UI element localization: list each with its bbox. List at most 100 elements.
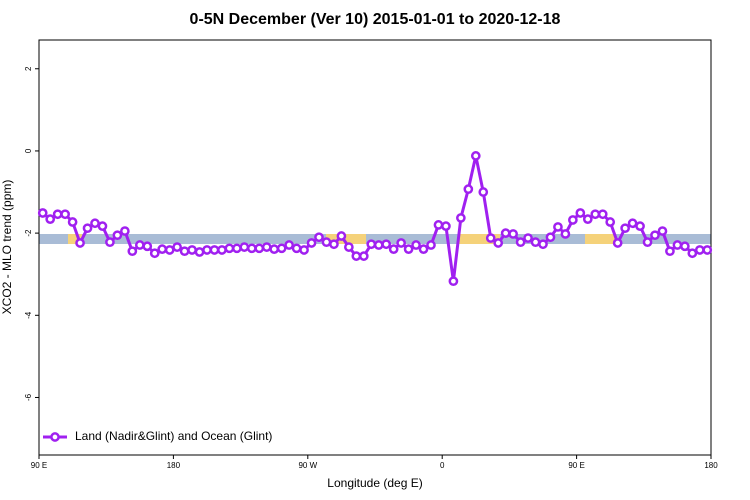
point — [568, 215, 578, 225]
land-band — [585, 234, 615, 244]
point — [157, 244, 168, 254]
point — [627, 218, 638, 229]
ocean-band — [39, 234, 711, 244]
point — [456, 213, 466, 223]
point — [426, 240, 436, 250]
point — [605, 217, 616, 227]
point — [254, 243, 265, 254]
point — [523, 233, 533, 243]
point — [597, 209, 608, 220]
point — [336, 231, 347, 241]
point — [582, 214, 593, 224]
point — [164, 245, 175, 255]
point — [612, 238, 623, 248]
point — [702, 245, 713, 255]
x-tick-label: 180 — [167, 461, 181, 470]
x-tick-label: 90 E — [31, 461, 47, 470]
point — [329, 239, 339, 250]
surface-band — [39, 234, 711, 244]
point — [202, 245, 212, 255]
y-tick-label: -2 — [24, 229, 33, 237]
point — [112, 230, 123, 241]
point — [239, 242, 250, 252]
point — [635, 221, 645, 231]
point — [463, 184, 474, 195]
point — [179, 246, 190, 257]
point — [314, 232, 324, 243]
point — [366, 239, 377, 250]
x-tick-label: 180 — [704, 461, 718, 470]
point — [269, 244, 280, 254]
point — [448, 276, 459, 287]
point — [67, 217, 78, 227]
point — [500, 228, 511, 238]
point — [388, 244, 399, 254]
point — [687, 248, 698, 259]
point — [120, 226, 130, 236]
point — [680, 241, 690, 252]
chart-title: 0-5N December (Ver 10) 2015-01-01 to 202… — [190, 11, 561, 28]
point — [344, 242, 354, 252]
x-tick-label: 90 W — [298, 461, 317, 470]
land-band — [68, 234, 82, 244]
point — [306, 238, 317, 248]
point — [575, 208, 586, 218]
point — [650, 230, 660, 241]
legend-label: Land (Nadir&Glint) and Ocean (Glint) — [75, 429, 272, 443]
point — [418, 244, 429, 254]
point — [90, 218, 100, 229]
point — [82, 223, 93, 234]
point — [553, 222, 563, 232]
point — [590, 209, 601, 220]
point — [642, 237, 653, 248]
point — [224, 243, 235, 254]
land-band — [458, 234, 500, 244]
x-tick-label: 0 — [440, 461, 445, 470]
point — [97, 221, 108, 231]
point — [172, 242, 182, 252]
x-axis-label: Longitude (deg E) — [327, 476, 422, 490]
point — [52, 209, 63, 220]
y-axis-label: XCO2 - MLO trend (ppm) — [0, 180, 14, 315]
point — [515, 237, 526, 248]
point — [545, 232, 556, 243]
point — [665, 246, 675, 257]
point — [149, 248, 160, 259]
point — [75, 238, 85, 248]
point — [105, 237, 115, 248]
point — [60, 209, 70, 220]
legend-marker — [50, 432, 60, 442]
point — [127, 246, 138, 257]
point — [493, 238, 504, 248]
y-tick-label: -4 — [24, 311, 33, 319]
point — [381, 239, 392, 250]
point — [470, 151, 481, 161]
point — [187, 245, 197, 255]
point — [508, 229, 518, 239]
point — [142, 241, 153, 252]
y-tick-label: 0 — [24, 148, 33, 153]
point — [530, 237, 541, 248]
point — [403, 244, 414, 254]
point — [284, 240, 294, 250]
y-tick-label: 2 — [24, 66, 33, 71]
point — [358, 251, 369, 261]
point — [232, 243, 242, 254]
point — [373, 240, 384, 250]
point — [246, 243, 257, 254]
point — [694, 245, 705, 255]
point — [620, 223, 630, 234]
point — [538, 239, 548, 250]
point — [299, 245, 309, 255]
x-tick-label: 90 E — [568, 461, 584, 470]
point — [45, 214, 56, 224]
land-band — [326, 234, 366, 244]
point — [194, 247, 205, 257]
point — [433, 220, 444, 230]
point — [560, 229, 571, 239]
point — [321, 237, 332, 248]
point — [411, 240, 421, 250]
point — [478, 187, 489, 197]
